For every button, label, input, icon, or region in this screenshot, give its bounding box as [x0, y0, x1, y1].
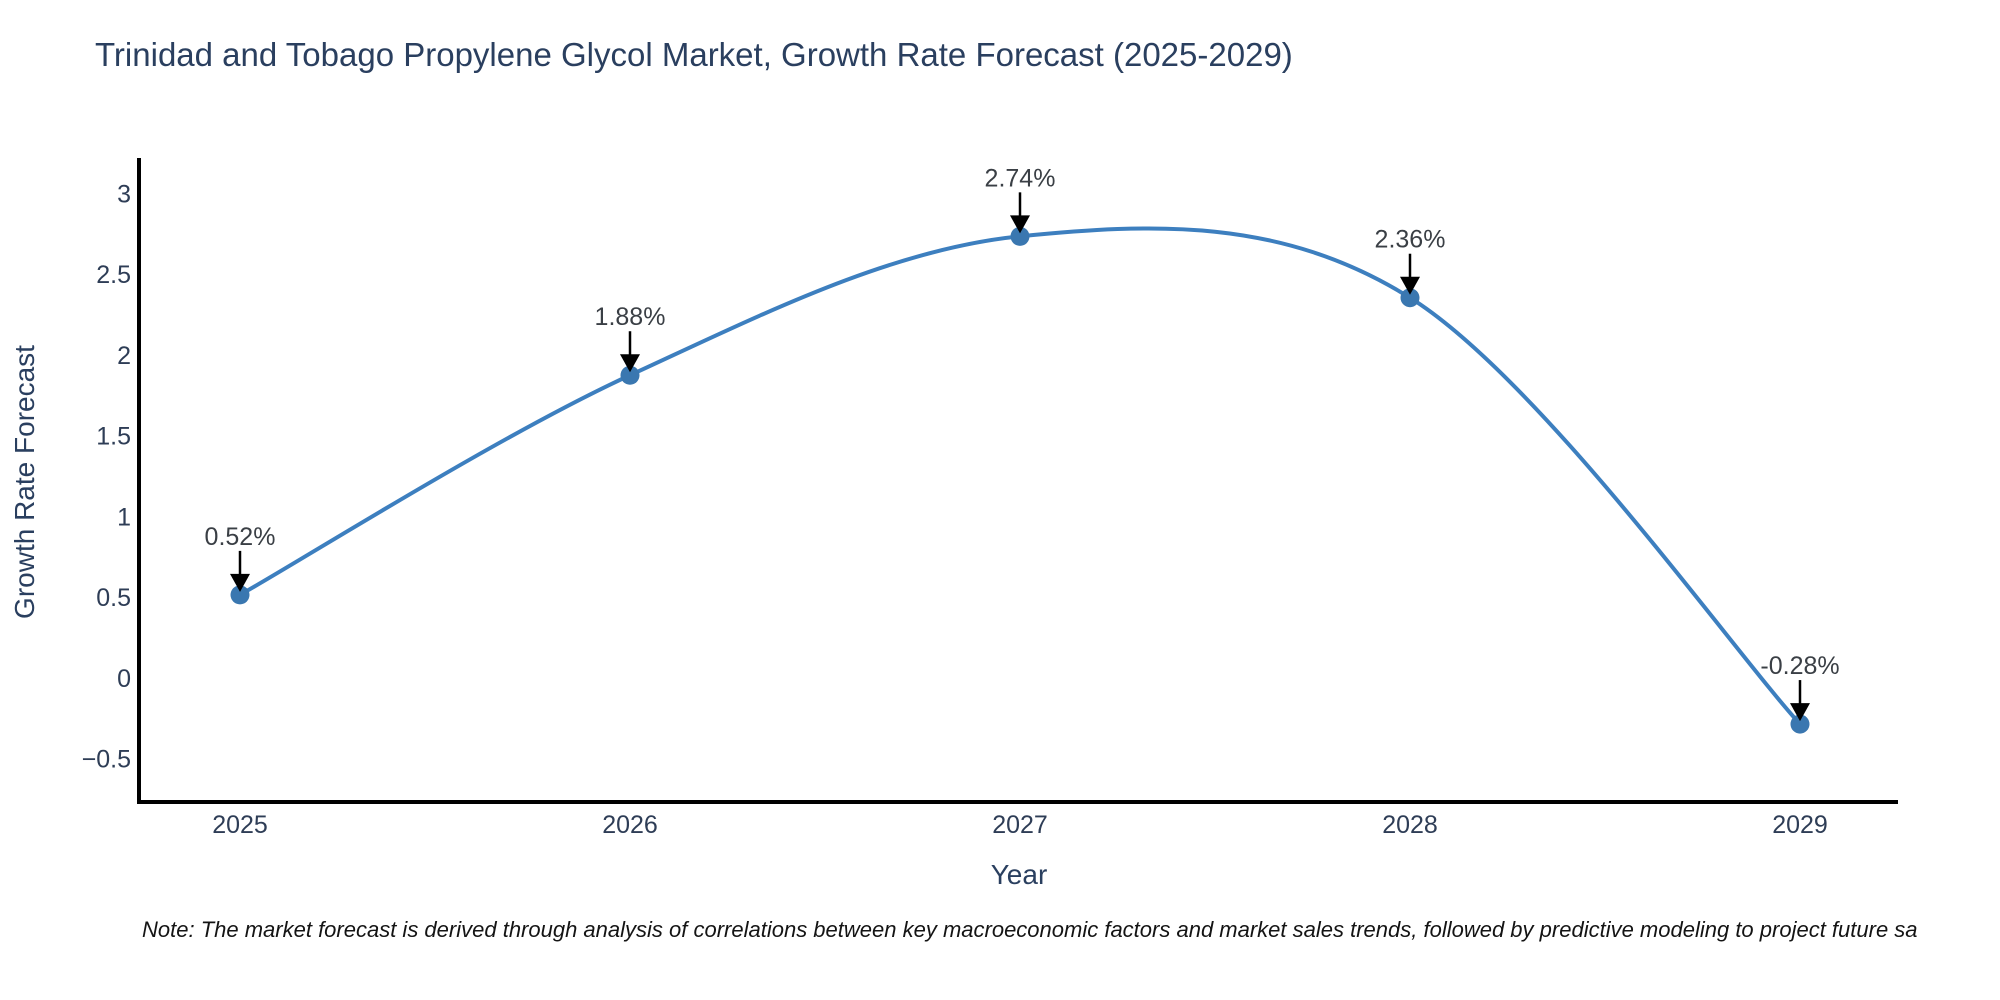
data-point-marker	[620, 365, 640, 385]
xtick-label: 2026	[602, 811, 658, 839]
annotation-label: -0.28%	[1760, 652, 1839, 680]
data-point-marker	[1010, 226, 1030, 246]
x-axis-title: Year	[991, 859, 1048, 890]
ytick-label: 0	[117, 665, 131, 693]
annotation-label: 0.52%	[205, 523, 276, 551]
annotation-arrowhead-icon	[1790, 703, 1810, 722]
ytick-label: 1.5	[96, 423, 131, 451]
xtick-label: 2029	[1772, 811, 1828, 839]
annotation-arrowhead-icon	[620, 354, 640, 373]
ytick-label: 2.5	[96, 261, 131, 289]
xtick-label: 2025	[212, 811, 268, 839]
plot-area: 3 2.5 2 1.5 1 0.5 0 −0.5 2025 2026 2027 2028 2029 Gro…	[9, 158, 1898, 890]
annotation-label: 2.74%	[985, 164, 1056, 192]
data-point-marker	[1790, 714, 1810, 734]
chart-title: Trinidad and Tobago Propylene Glycol Mar…	[95, 36, 1293, 73]
annotation-label: 1.88%	[595, 303, 666, 331]
ytick-label: 1	[117, 503, 131, 531]
annotation-arrowhead-icon	[1400, 276, 1420, 295]
annotation-arrowhead-icon	[1010, 215, 1030, 234]
annotation-label: 2.36%	[1375, 226, 1446, 254]
y-axis-title: Growth Rate Forecast	[9, 345, 40, 619]
ytick-label: 3	[117, 180, 131, 208]
annotation-arrowhead-icon	[230, 573, 250, 592]
data-point-marker	[1400, 288, 1420, 308]
ytick-label: −0.5	[82, 746, 131, 774]
series-line	[238, 226, 1802, 727]
data-point-marker	[230, 585, 250, 605]
ytick-label: 0.5	[96, 584, 131, 612]
footnote: Note: The market forecast is derived thr…	[142, 917, 1918, 942]
xtick-label: 2028	[1382, 811, 1438, 839]
xtick-label: 2027	[992, 811, 1048, 839]
ytick-label: 2	[117, 342, 131, 370]
